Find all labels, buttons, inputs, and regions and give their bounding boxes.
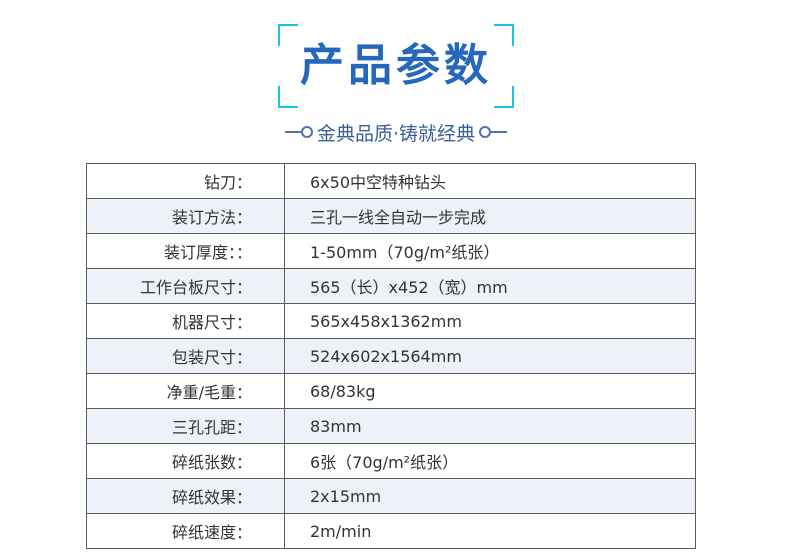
spec-value: 68/83kg: [284, 373, 696, 409]
spec-value: 2m/min: [284, 513, 696, 549]
spec-label: 装订厚度：：: [86, 233, 285, 269]
spec-label: 三孔孔距：: [86, 408, 285, 444]
table-row: 碎纸张数： 6张（70g/m²纸张）: [86, 443, 696, 479]
spec-label: 碎纸效果：: [86, 478, 285, 514]
spec-label: 碎纸速度：: [86, 513, 285, 549]
spec-value: 2x15mm: [284, 478, 696, 514]
spec-value: 524x602x1564mm: [284, 338, 696, 374]
table-row: 净重/毛重： 68/83kg: [86, 373, 696, 409]
spec-value: 三孔一线全自动一步完成: [284, 198, 696, 234]
spec-label: 机器尺寸：: [86, 303, 285, 339]
spec-value: 565x458x1362mm: [284, 303, 696, 339]
spec-value: 83mm: [284, 408, 696, 444]
table-row: 机器尺寸： 565x458x1362mm: [86, 303, 696, 339]
bracket-bottom-right: [494, 86, 514, 108]
bracket-top-left: [278, 24, 298, 46]
spec-value: 1-50mm（70g/m²纸张）: [284, 233, 696, 269]
circle-icon: [479, 126, 492, 138]
spec-label: 碎纸张数：: [86, 443, 285, 479]
circle-icon: [300, 126, 313, 138]
spec-table: 钻刀： 6x50中空特种钻头 装订方法： 三孔一线全自动一步完成 装订厚度：： 1-50m…: [86, 163, 696, 549]
table-row: 工作台板尺寸： 565（长）x452（宽）mm: [86, 268, 696, 304]
table-row: 装订厚度：： 1-50mm（70g/m²纸张）: [86, 233, 696, 269]
table-row: 三孔孔距： 83mm: [86, 408, 696, 444]
table-row: 碎纸效果： 2x15mm: [86, 478, 696, 514]
page-title: 产品参数: [300, 40, 492, 91]
spec-value: 565（长）x452（宽）mm: [284, 268, 696, 304]
table-row: 碎纸速度： 2m/min: [86, 513, 696, 549]
spec-label: 装订方法：: [86, 198, 285, 234]
spec-value: 6张（70g/m²纸张）: [284, 443, 696, 479]
divider-line: [284, 131, 301, 133]
subtitle: 金典品质·铸就经典: [316, 122, 476, 145]
table-row: 钻刀： 6x50中空特种钻头: [86, 163, 696, 199]
subtitle-row: 金典品质·铸就经典: [256, 120, 536, 145]
bracket-bottom-left: [278, 86, 298, 108]
spec-label: 工作台板尺寸：: [86, 268, 285, 304]
table-row: 装订方法： 三孔一线全自动一步完成: [86, 198, 696, 234]
spec-label: 钻刀：: [86, 163, 285, 199]
bracket-top-right: [494, 24, 514, 46]
spec-label: 包装尺寸：: [86, 338, 285, 374]
divider-line: [491, 131, 508, 133]
table-row: 包装尺寸： 524x602x1564mm: [86, 338, 696, 374]
spec-value: 6x50中空特种钻头: [284, 163, 696, 199]
spec-label: 净重/毛重：: [86, 373, 285, 409]
